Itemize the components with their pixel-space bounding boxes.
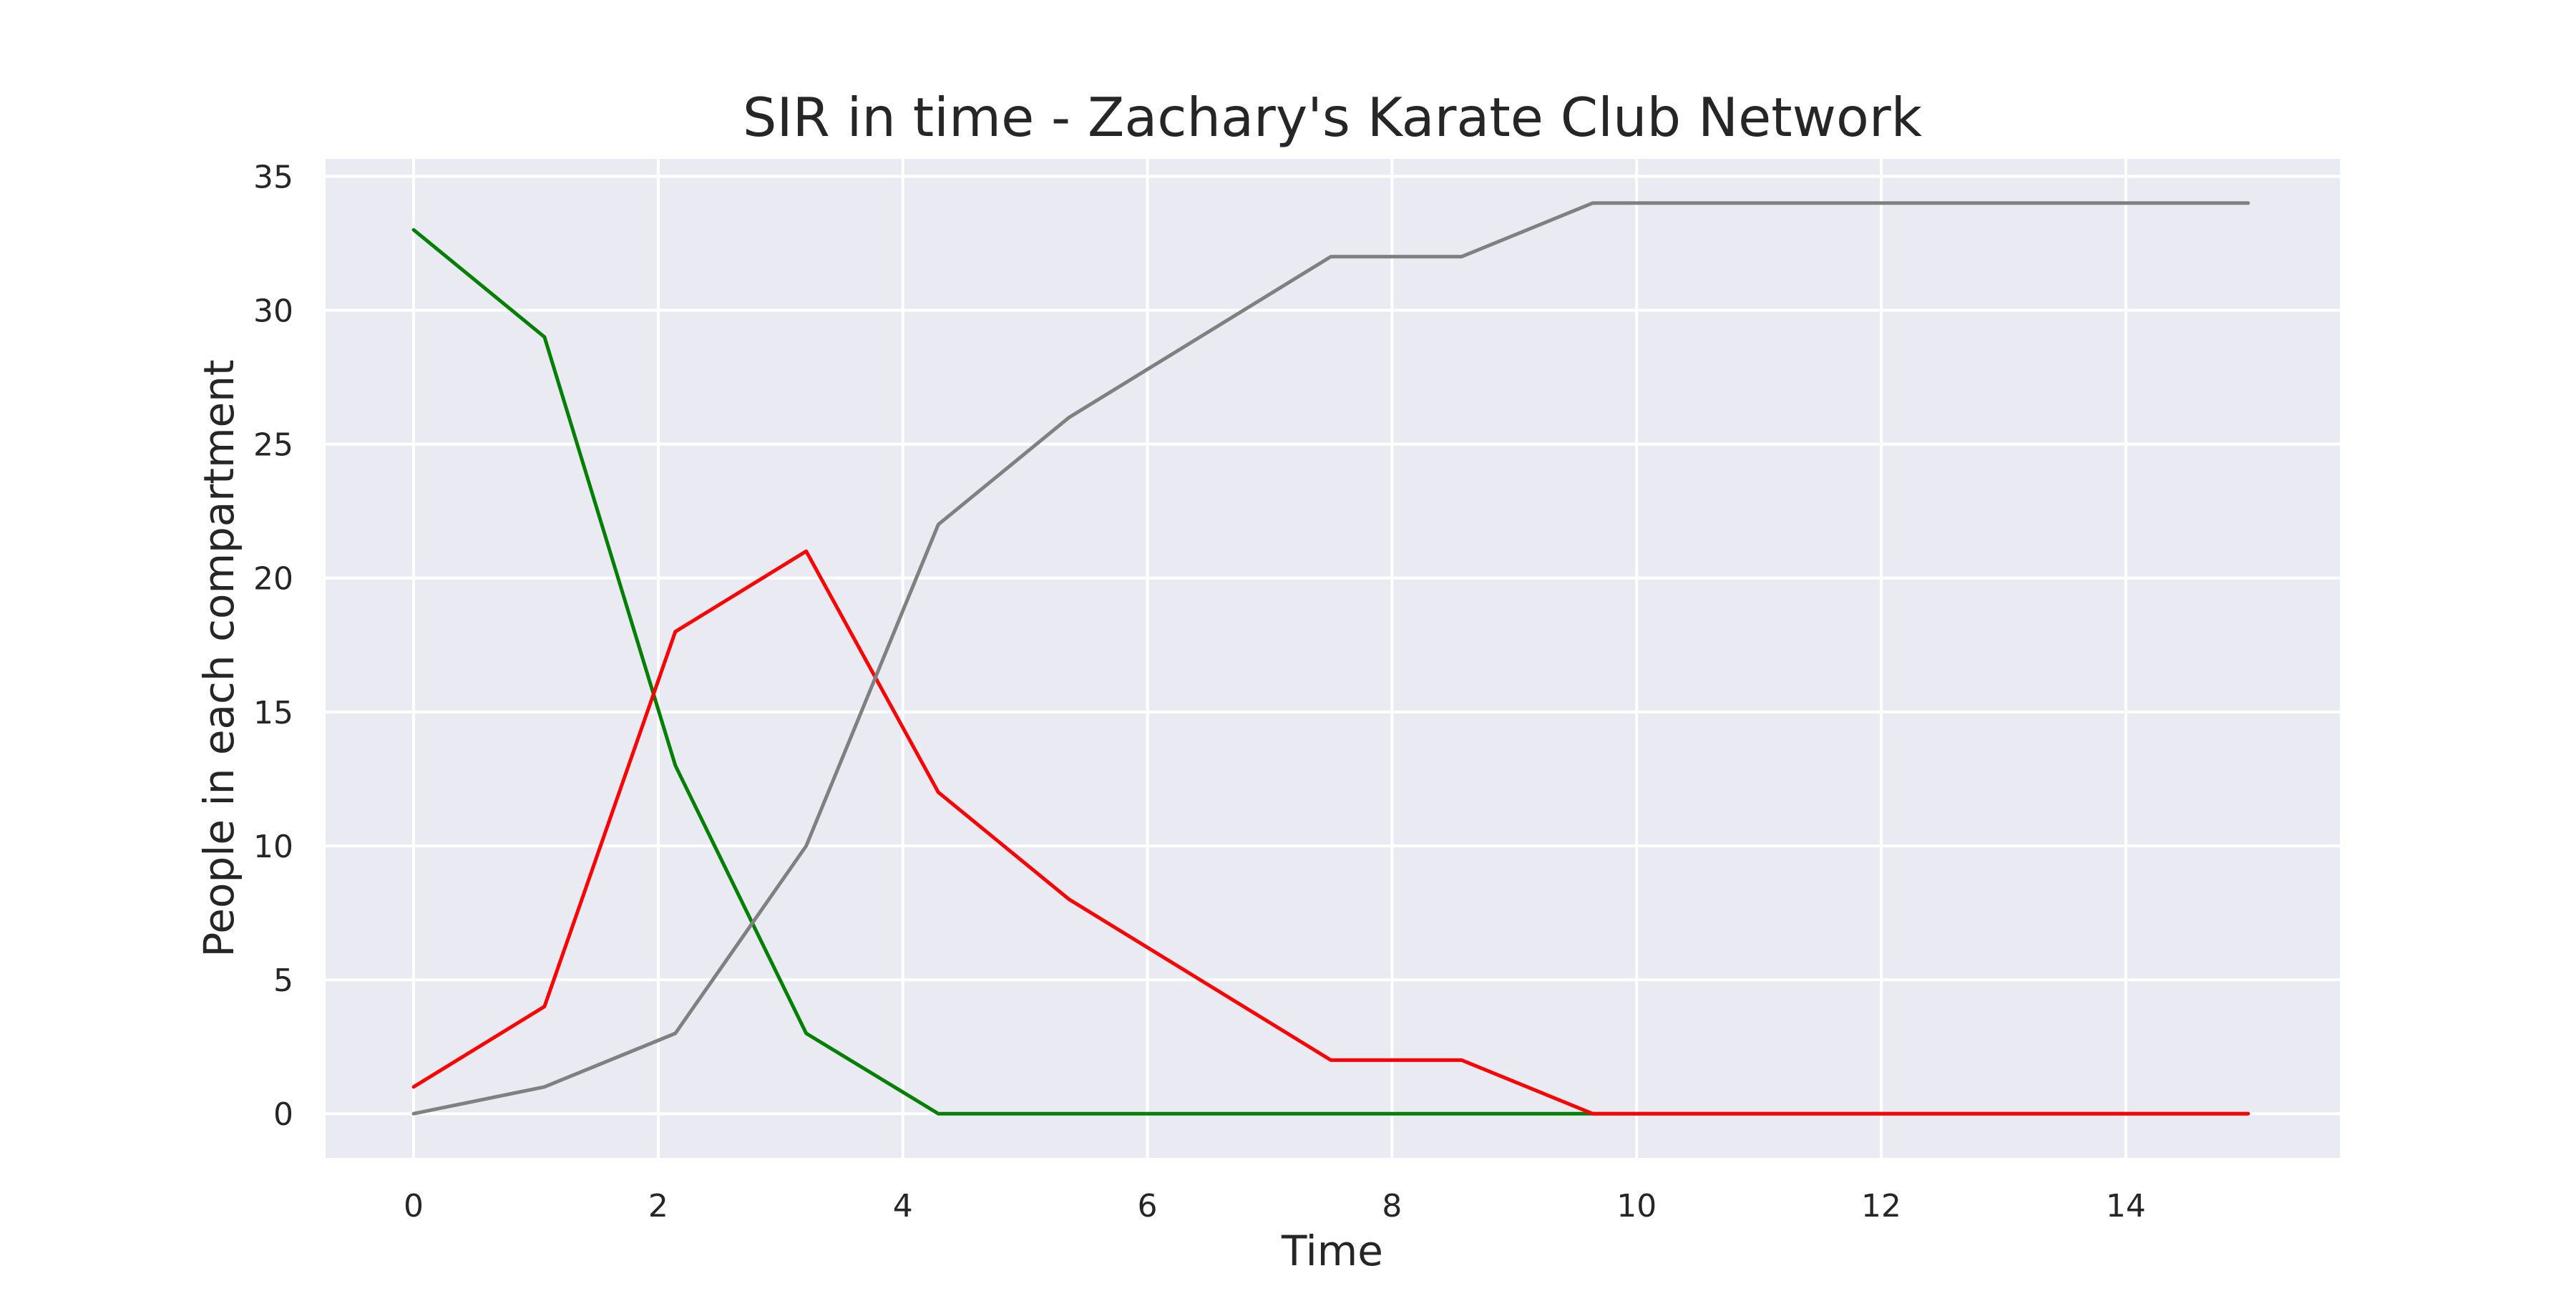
x-tick-label: 14: [2106, 1188, 2146, 1224]
y-tick-labels: 0 5 10 15 20 25 30 35: [253, 159, 293, 1133]
x-tick-label: 6: [1138, 1188, 1158, 1224]
y-tick-label: 5: [273, 963, 293, 999]
grid-lines: [326, 159, 2340, 1158]
recovered-series-line: [411, 201, 2250, 1116]
y-tick-label: 20: [253, 561, 293, 598]
y-tick-label: 10: [253, 829, 293, 865]
x-tick-labels: 0 2 4 6 8 10 12 14: [404, 1188, 2146, 1224]
series-lines: [411, 201, 2250, 1116]
y-axis-label: People in each compartment: [195, 359, 243, 957]
y-tick-label: 15: [253, 695, 293, 731]
x-tick-label: 12: [1861, 1188, 1901, 1224]
y-tick-label: 0: [273, 1096, 293, 1133]
y-tick-label: 30: [253, 293, 293, 329]
x-axis-label: Time: [1281, 1227, 1383, 1275]
plot-background: [326, 159, 2340, 1158]
x-tick-label: 4: [893, 1188, 913, 1224]
x-tick-label: 0: [404, 1188, 424, 1224]
y-tick-label: 25: [253, 427, 293, 464]
x-tick-label: 10: [1616, 1188, 1657, 1224]
y-tick-label: 35: [253, 159, 293, 195]
x-tick-label: 8: [1382, 1188, 1402, 1224]
infected-series-line: [411, 549, 2250, 1116]
x-tick-label: 2: [648, 1188, 668, 1224]
chart-title: SIR in time - Zachary's Karate Club Netw…: [743, 86, 1923, 149]
